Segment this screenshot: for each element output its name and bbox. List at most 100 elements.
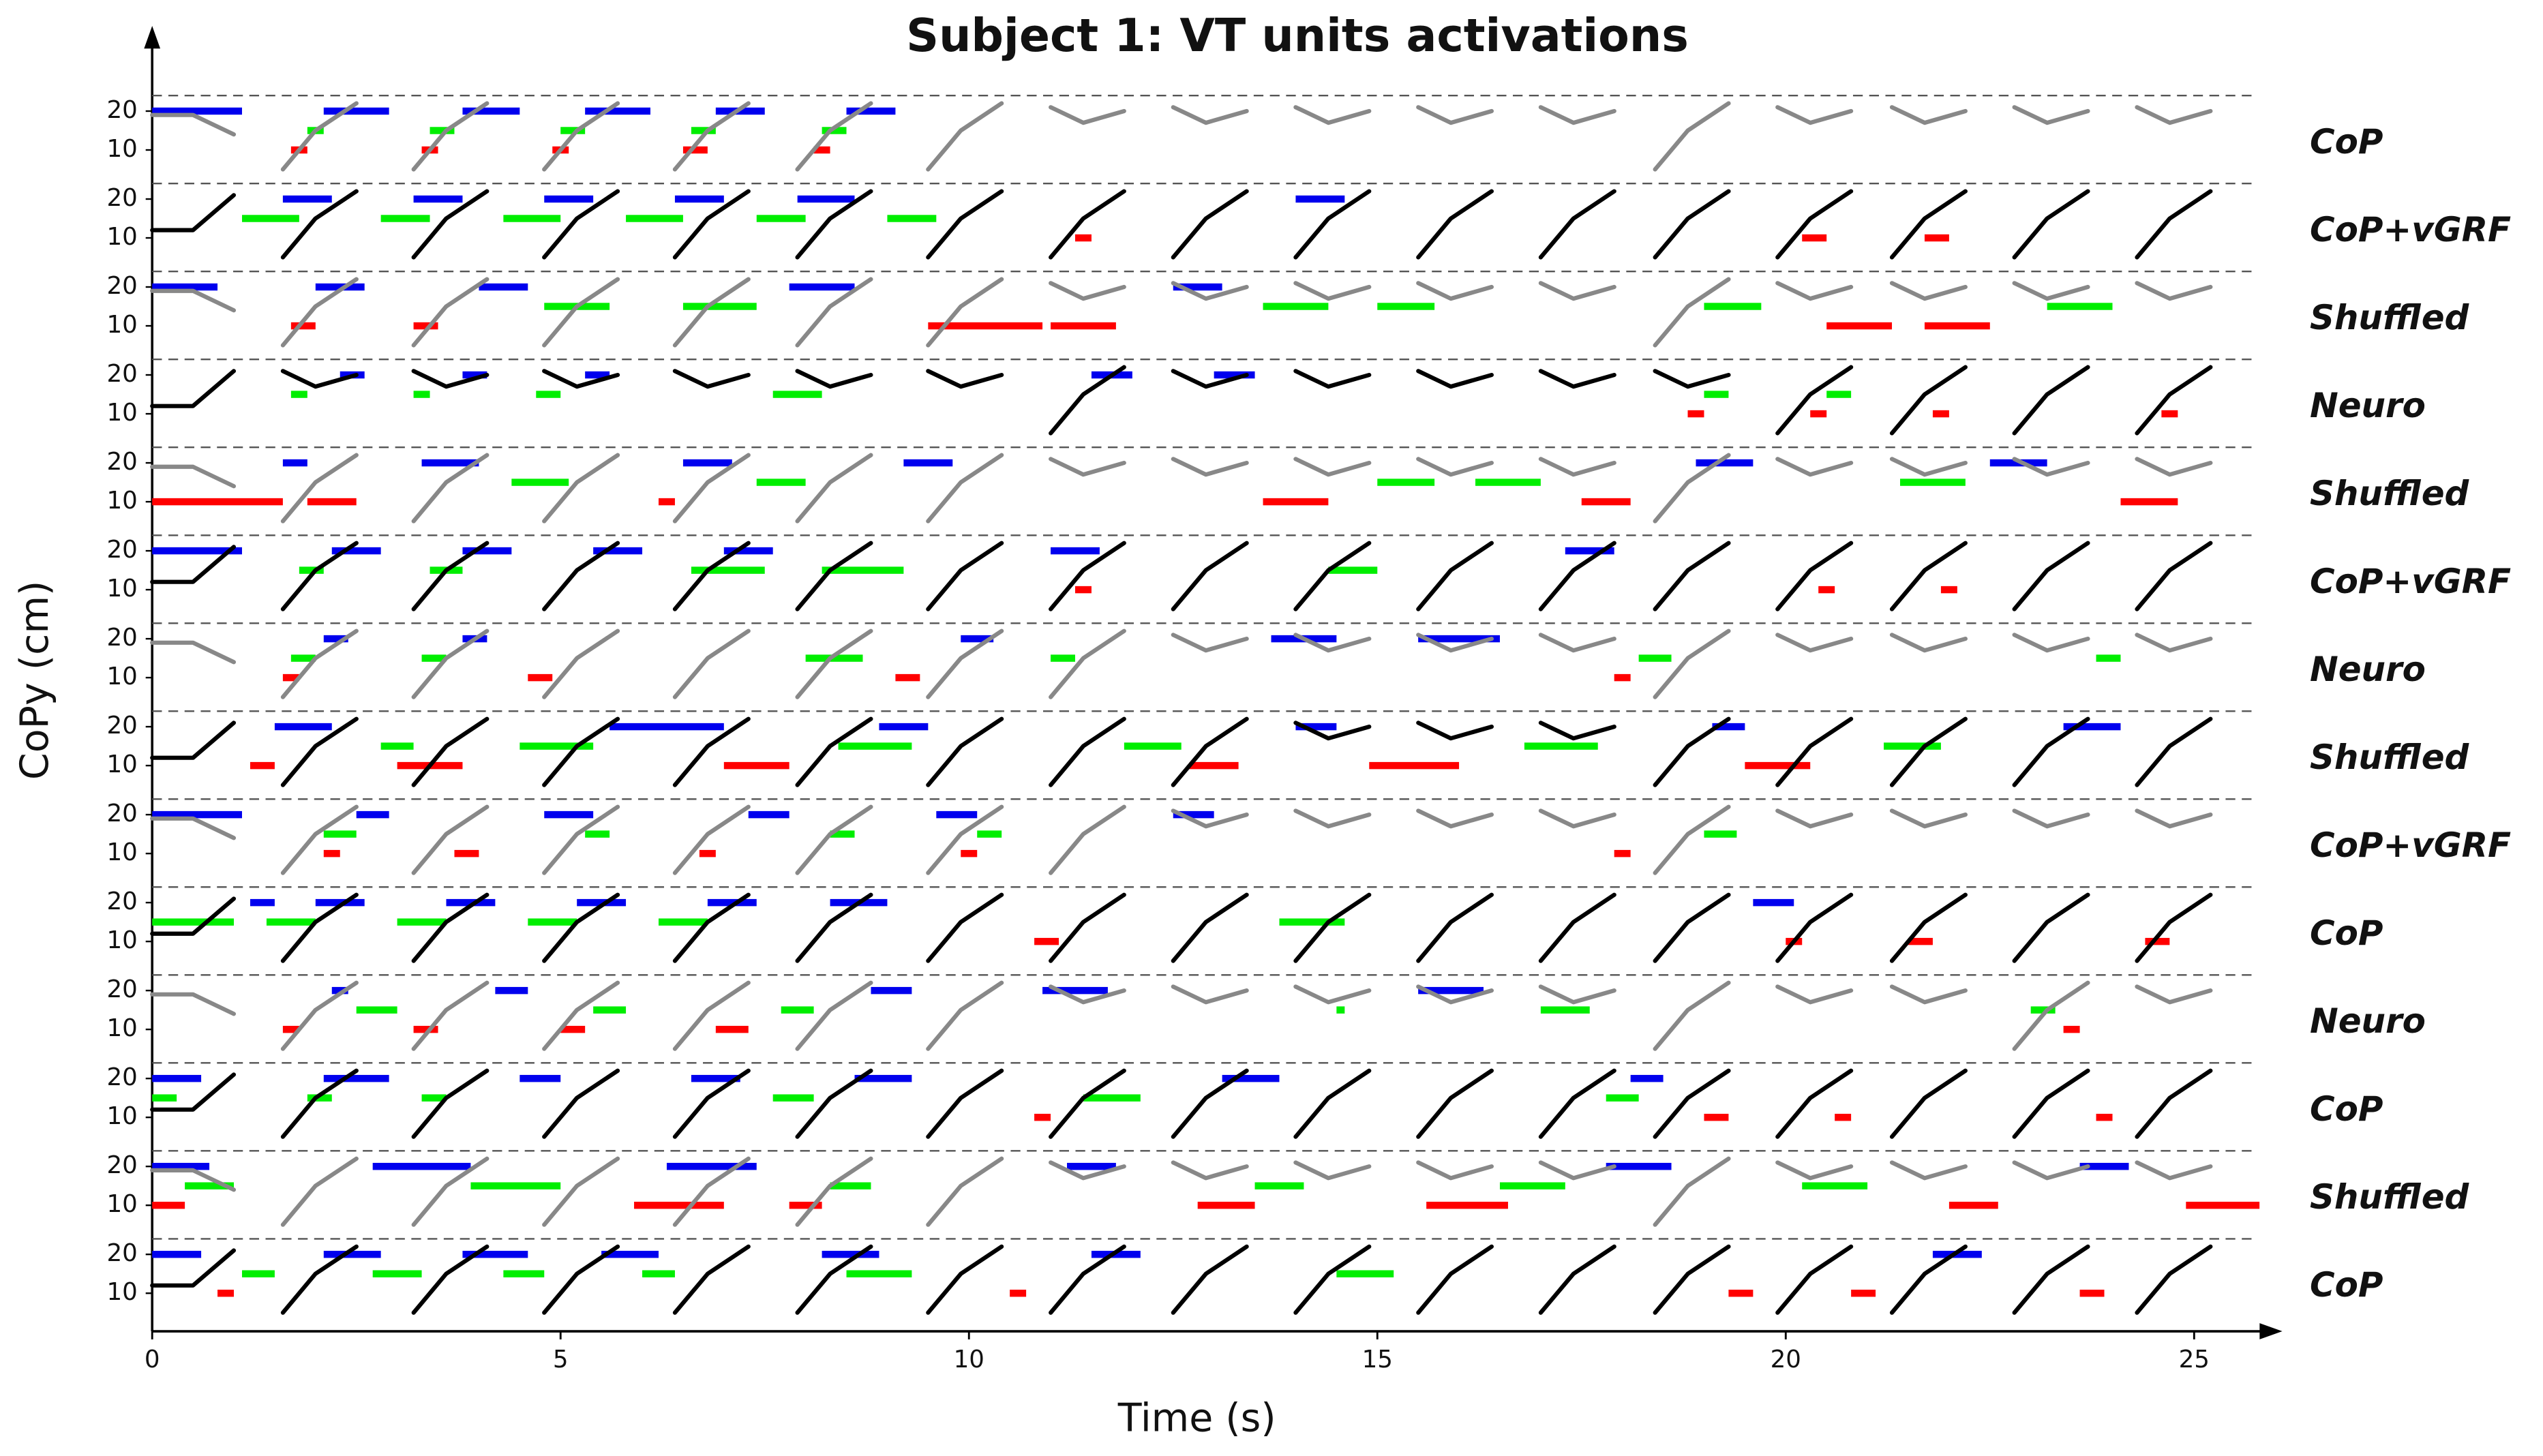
y-tick-label: 20 xyxy=(106,800,137,828)
activation-bar xyxy=(2096,654,2121,662)
x-tick-label: 15 xyxy=(1362,1346,1393,1374)
activation-bar xyxy=(593,547,643,555)
activation-bar xyxy=(610,723,724,731)
activation-bar xyxy=(642,1270,675,1277)
activation-bar xyxy=(152,498,283,506)
activation-bar xyxy=(1051,322,1116,330)
activation-bar xyxy=(822,1250,879,1258)
activation-bar xyxy=(430,127,455,134)
activation-bar xyxy=(520,1074,561,1082)
activation-bar xyxy=(1010,1289,1027,1297)
row-label: CoP xyxy=(2310,913,2383,953)
activation-bar xyxy=(413,1025,438,1033)
y-tick-label: 20 xyxy=(106,184,137,212)
activation-bar xyxy=(479,283,528,291)
activation-bar xyxy=(274,723,332,731)
activation-bar xyxy=(682,146,708,154)
row-label: Neuro xyxy=(2310,650,2426,689)
activation-bar xyxy=(1295,723,1337,731)
row-label: Shuffled xyxy=(2310,298,2470,337)
activation-bar xyxy=(1189,761,1239,770)
activation-bar xyxy=(152,283,218,291)
activation-bar xyxy=(1042,986,1108,995)
x-tick-label: 0 xyxy=(145,1346,160,1374)
row-label: Shuffled xyxy=(2310,738,2470,777)
activation-bar xyxy=(495,986,528,995)
activation-bar xyxy=(748,810,789,819)
y-tick-label: 10 xyxy=(106,311,137,339)
activation-bar xyxy=(813,146,830,154)
activation-bar xyxy=(936,810,978,819)
activation-bar xyxy=(1826,322,1893,330)
activation-bar xyxy=(372,1162,471,1170)
activation-bar xyxy=(560,127,586,134)
activation-bar xyxy=(290,654,316,662)
activation-bar xyxy=(666,1162,757,1170)
activation-bar xyxy=(1214,371,1255,379)
activation-bar xyxy=(282,1025,299,1033)
activation-bar xyxy=(250,761,275,770)
y-tick-label: 20 xyxy=(106,975,137,1003)
y-tick-label: 10 xyxy=(106,135,137,163)
activation-bar xyxy=(1940,586,1957,594)
activation-bar xyxy=(1818,586,1835,594)
activation-bar xyxy=(1900,479,1966,486)
activation-bar xyxy=(323,107,389,115)
activation-bar xyxy=(1835,1113,1852,1121)
activation-bar xyxy=(446,898,496,907)
activation-bar xyxy=(1328,566,1378,574)
activation-bar xyxy=(1222,1074,1280,1082)
row-label: CoP+vGRF xyxy=(2310,825,2511,865)
activation-bar xyxy=(1924,234,1949,242)
activation-bar xyxy=(691,566,765,574)
activation-bar xyxy=(593,1006,627,1014)
activation-bar xyxy=(1606,1162,1672,1170)
activation-bar xyxy=(397,918,447,926)
activation-bar xyxy=(1336,1270,1394,1277)
activation-bar xyxy=(2161,410,2178,418)
activation-bar xyxy=(323,1250,381,1258)
y-tick-label: 10 xyxy=(106,399,137,427)
y-tick-label: 10 xyxy=(106,1014,137,1042)
activation-bar xyxy=(658,498,675,506)
copy-trace xyxy=(150,1244,2213,1315)
y-tick-label: 20 xyxy=(106,272,137,300)
y-tick-label: 20 xyxy=(106,448,137,476)
activation-bar xyxy=(152,810,242,819)
y-tick-label: 10 xyxy=(106,838,137,866)
activation-bar xyxy=(1614,673,1631,682)
activation-bar xyxy=(822,127,847,134)
activation-bar xyxy=(1638,654,1672,662)
y-tick-label: 10 xyxy=(106,750,137,778)
activation-bar xyxy=(356,810,389,819)
activation-bar xyxy=(290,322,316,330)
y-tick-label: 10 xyxy=(106,1102,137,1130)
activation-bar xyxy=(1745,761,1811,770)
row-label: Shuffled xyxy=(2310,1177,2470,1217)
activation-bar xyxy=(2096,1113,2113,1121)
copy-trace xyxy=(150,628,2213,699)
activation-bar xyxy=(315,898,365,907)
activation-bar xyxy=(895,673,920,682)
activation-bar xyxy=(1704,391,1729,398)
activation-bar xyxy=(152,1162,210,1170)
row-label: CoP xyxy=(2310,1265,2383,1305)
activation-bar xyxy=(1377,303,1435,310)
y-tick-label: 20 xyxy=(106,360,137,388)
row-label: Shuffled xyxy=(2310,474,2470,513)
activation-bar xyxy=(838,742,912,750)
activation-bar xyxy=(1475,479,1541,486)
activation-bar xyxy=(1687,410,1704,418)
activation-bar xyxy=(511,479,569,486)
activation-bar xyxy=(241,215,299,222)
activation-bar xyxy=(634,1201,724,1209)
activation-bar xyxy=(1802,234,1827,242)
activation-bar xyxy=(528,918,577,926)
copy-trace xyxy=(150,101,2213,172)
activation-bar xyxy=(1074,586,1092,594)
row-label: CoP xyxy=(2310,1089,2383,1129)
y-tick-label: 20 xyxy=(106,96,137,124)
x-tick-label: 20 xyxy=(1771,1346,1801,1374)
row-label: CoP xyxy=(2310,122,2383,162)
activation-bar xyxy=(707,898,757,907)
